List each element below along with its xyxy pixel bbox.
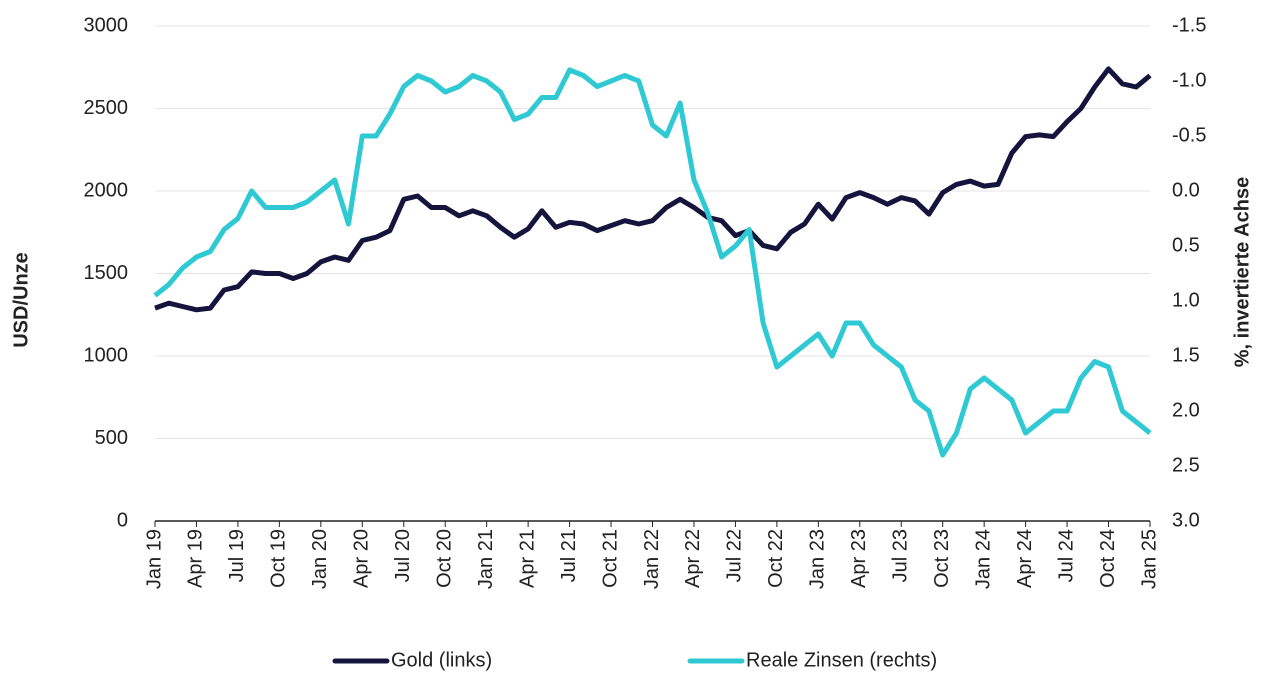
x-tick-label: Apr 20 bbox=[351, 529, 373, 588]
y-tick-label: 3000 bbox=[84, 14, 129, 36]
y-tick-label: 2500 bbox=[84, 97, 129, 119]
x-tick-label: Oct 22 bbox=[765, 529, 787, 588]
x-tick-label: Jul 22 bbox=[724, 529, 746, 582]
x-tick-label: Oct 19 bbox=[268, 529, 290, 588]
y2-tick-label: -1.0 bbox=[1172, 69, 1206, 91]
x-tick-label: Jul 19 bbox=[226, 529, 248, 582]
x-tick-label: Apr 23 bbox=[848, 529, 870, 588]
x-tick-label: Jul 20 bbox=[392, 529, 414, 582]
x-tick-label: Apr 22 bbox=[682, 529, 704, 588]
x-tick-label: Jan 25 bbox=[1138, 529, 1160, 589]
x-tick-label: Apr 19 bbox=[185, 529, 207, 588]
x-tick-label: Jan 23 bbox=[807, 529, 829, 589]
y2-tick-label: -0.5 bbox=[1172, 124, 1206, 146]
y-tick-label: 0 bbox=[117, 509, 128, 531]
x-tick-label: Oct 24 bbox=[1097, 529, 1119, 588]
x-tick-label: Jan 21 bbox=[475, 529, 497, 589]
y2-tick-label: -1.5 bbox=[1172, 14, 1206, 36]
series-line bbox=[153, 67, 1152, 458]
y-tick-label: 1500 bbox=[84, 262, 129, 284]
x-tick-label: Oct 21 bbox=[599, 529, 621, 588]
y-tick-label: 500 bbox=[95, 427, 128, 449]
y2-tick-label: 1.5 bbox=[1172, 344, 1200, 366]
x-tick-label: Jan 19 bbox=[143, 529, 165, 589]
y-tick-label: 1000 bbox=[84, 344, 129, 366]
y2-tick-label: 1.0 bbox=[1172, 289, 1200, 311]
legend-label: Gold (links) bbox=[391, 649, 492, 671]
y2-tick-label: 0.5 bbox=[1172, 234, 1200, 256]
y2-tick-label: 3.0 bbox=[1172, 509, 1200, 531]
x-tick-label: Jan 24 bbox=[972, 529, 994, 589]
x-tick-label: Jul 23 bbox=[890, 529, 912, 582]
x-tick-label: Jan 20 bbox=[309, 529, 331, 589]
y-axis-title: USD/Unze bbox=[10, 252, 32, 348]
y-tick-label: 2000 bbox=[84, 179, 129, 201]
legend-label: Reale Zinsen (rechts) bbox=[746, 649, 937, 671]
y2-tick-label: 2.5 bbox=[1172, 454, 1200, 476]
x-tick-label: Oct 23 bbox=[931, 529, 953, 588]
x-tick-label: Apr 24 bbox=[1014, 529, 1036, 588]
x-tick-label: Oct 20 bbox=[433, 529, 455, 588]
y2-axis-title: %, invertierte Achse bbox=[1231, 177, 1253, 367]
x-tick-label: Apr 21 bbox=[516, 529, 538, 588]
y2-tick-label: 0.0 bbox=[1172, 179, 1200, 201]
series-line bbox=[154, 66, 1152, 313]
y2-tick-label: 2.0 bbox=[1172, 399, 1200, 421]
x-tick-label: Jul 21 bbox=[558, 529, 580, 582]
x-tick-label: Jan 22 bbox=[641, 529, 663, 589]
x-tick-label: Jul 24 bbox=[1055, 529, 1077, 582]
